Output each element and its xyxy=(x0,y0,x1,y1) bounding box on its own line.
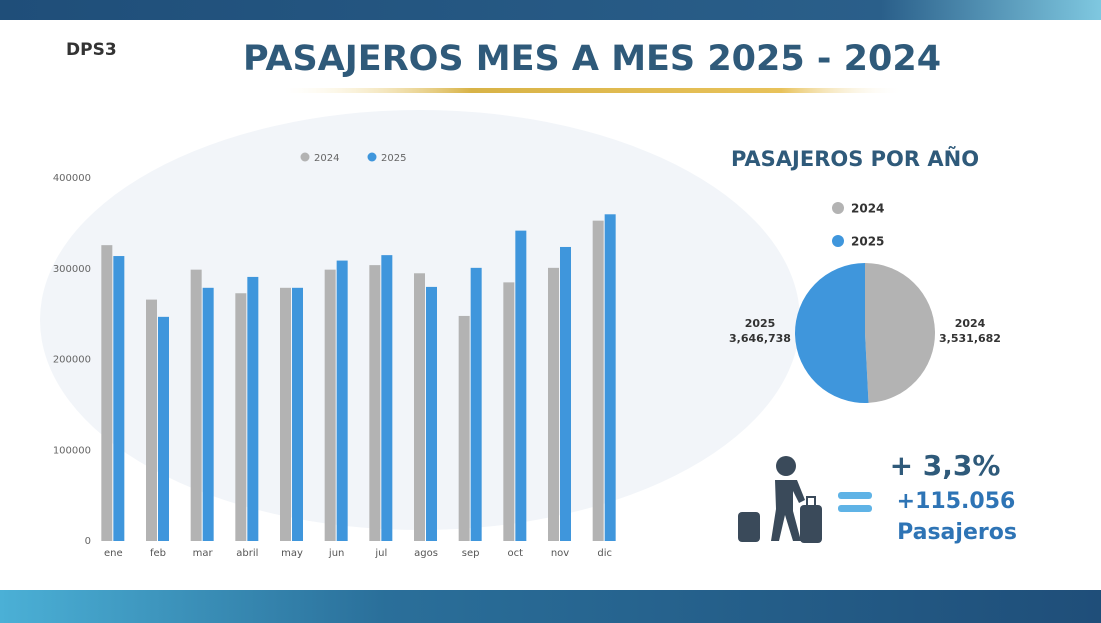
bar xyxy=(426,286,437,541)
bar xyxy=(247,276,259,541)
y-tick-label: 0 xyxy=(85,536,91,547)
bar xyxy=(560,246,571,541)
bar xyxy=(146,299,157,541)
slice-value-label: 3,646,738 xyxy=(729,332,791,345)
logo: DPS3 xyxy=(66,40,117,60)
bar xyxy=(369,265,381,541)
summary-percent: + 3,3% xyxy=(890,449,1001,482)
equals-sign xyxy=(838,492,872,512)
x-tick-label: agos xyxy=(414,548,438,559)
y-tick-label: 100000 xyxy=(53,445,91,456)
y-tick-label: 200000 xyxy=(53,355,91,366)
bar xyxy=(158,316,169,541)
summary-count: +115.056 xyxy=(897,489,1016,514)
bar xyxy=(414,273,425,541)
pie-slice xyxy=(795,263,869,403)
bar xyxy=(470,267,482,541)
x-tick-label: ene xyxy=(104,548,123,559)
x-tick-label: feb xyxy=(150,548,166,559)
x-tick-label: dic xyxy=(597,548,612,559)
slice-name: 2024 xyxy=(955,317,986,330)
top-band xyxy=(0,0,1101,20)
bar xyxy=(101,245,113,541)
bar xyxy=(324,269,336,541)
y-tick-label: 400000 xyxy=(53,173,91,184)
bar xyxy=(458,315,470,541)
pie-title: PASAJEROS POR AÑO xyxy=(731,146,979,171)
legend-swatch xyxy=(367,152,377,162)
traveler-icon xyxy=(738,456,822,543)
x-tick-label: abril xyxy=(236,548,258,559)
bottom-band xyxy=(0,590,1101,623)
bar xyxy=(381,255,393,541)
summary-unit: Pasajeros xyxy=(897,520,1017,545)
bar xyxy=(280,287,291,541)
bar xyxy=(336,260,348,541)
x-tick-label: sep xyxy=(462,548,480,559)
bar xyxy=(604,214,616,542)
legend-swatch xyxy=(832,202,844,214)
title-underline xyxy=(285,88,905,93)
legend-label: 2025 xyxy=(851,235,884,249)
slice-name: 2025 xyxy=(745,317,776,330)
y-tick-label: 300000 xyxy=(53,264,91,275)
legend-swatch xyxy=(300,152,310,162)
bar xyxy=(515,230,527,541)
legend-label: 2024 xyxy=(851,202,884,216)
x-tick-label: jun xyxy=(328,548,344,559)
bar xyxy=(113,256,125,541)
bar xyxy=(292,287,303,541)
x-tick-label: oct xyxy=(508,548,524,559)
legend-label: 2025 xyxy=(381,153,406,164)
legend-swatch xyxy=(832,235,844,247)
x-tick-label: may xyxy=(281,548,303,559)
main-title: PASAJEROS MES A MES 2025 - 2024 xyxy=(243,39,941,79)
bar xyxy=(190,269,202,541)
bar xyxy=(592,220,604,541)
slice-value-label: 3,531,682 xyxy=(939,332,1001,345)
bar xyxy=(503,282,515,541)
x-tick-label: jul xyxy=(374,548,387,559)
x-tick-label: nov xyxy=(551,548,569,559)
bar xyxy=(548,267,559,541)
legend-label: 2024 xyxy=(314,153,339,164)
bar xyxy=(235,293,247,541)
x-tick-label: mar xyxy=(193,548,214,559)
bar xyxy=(202,287,214,541)
pie-slice xyxy=(865,263,936,403)
